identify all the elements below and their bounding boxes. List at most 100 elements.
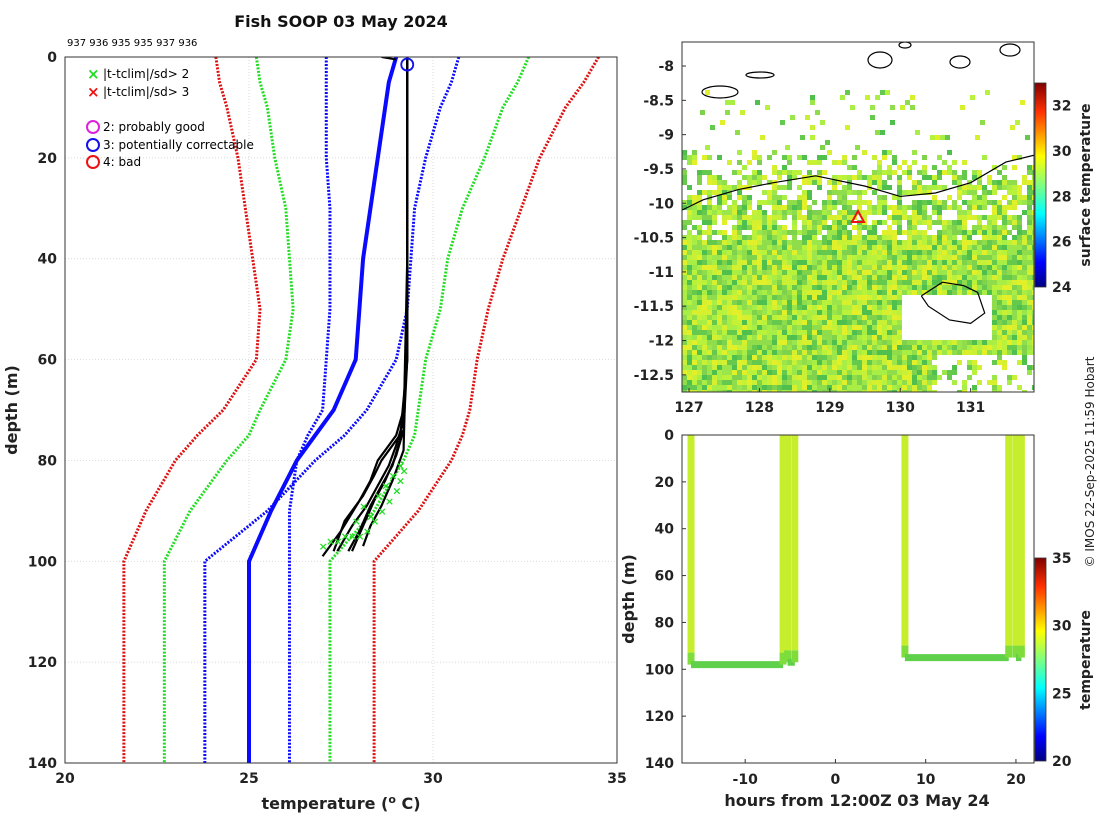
sst-cell <box>762 220 767 225</box>
sst-cell <box>827 380 832 385</box>
sst-cell <box>762 360 767 365</box>
sst-cell <box>747 330 752 335</box>
sst-cell <box>802 270 807 275</box>
sst-cell <box>992 360 997 365</box>
sst-cell <box>917 280 922 285</box>
sst-cell <box>877 165 882 170</box>
sst-cell <box>762 385 767 390</box>
sst-cell <box>757 310 762 315</box>
sst-cell <box>842 190 847 195</box>
sst-cell <box>857 345 862 350</box>
sst-cell <box>987 275 992 280</box>
sst-cell <box>937 350 942 355</box>
sst-cell <box>977 380 982 385</box>
sst-cell <box>982 185 987 190</box>
sst-cell <box>717 385 722 390</box>
sst-cell <box>722 180 727 185</box>
sst-cell <box>682 325 687 330</box>
sst-cell <box>922 165 927 170</box>
flag-2sd-point: × <box>396 459 405 472</box>
sst-cell <box>1032 235 1034 240</box>
sst-cell <box>932 290 937 295</box>
sst-cell <box>927 260 932 265</box>
sst-cell <box>957 190 962 195</box>
sst-cell <box>787 180 792 185</box>
sst-cell <box>727 255 732 260</box>
sst-cell <box>962 160 967 165</box>
sst-cell <box>842 235 847 240</box>
ts-x-tick-label: 0 <box>831 772 841 788</box>
sst-cell <box>697 340 702 345</box>
sst-cell <box>1027 265 1032 270</box>
sst-cell <box>757 280 762 285</box>
sst-cell <box>707 335 712 340</box>
sst-cell <box>1007 215 1012 220</box>
sst-cell <box>927 190 932 195</box>
sst-cell <box>792 300 797 305</box>
sst-cell <box>737 350 742 355</box>
sst-cell <box>877 370 882 375</box>
sst-cell <box>757 335 762 340</box>
sst-cell <box>697 375 702 380</box>
sst-cell <box>757 155 762 160</box>
sst-cell <box>747 360 752 365</box>
sst-cell <box>762 315 767 320</box>
sst-cell <box>872 225 877 230</box>
sst-cell <box>887 240 892 245</box>
sst-cell <box>762 190 767 195</box>
sst-cell <box>702 210 707 215</box>
sst-cell <box>782 255 787 260</box>
sst-cell <box>992 345 997 350</box>
sst-cell <box>762 330 767 335</box>
map-y-tick-label: -9.5 <box>643 162 674 178</box>
sst-cell <box>1027 215 1032 220</box>
sst-cell <box>897 255 902 260</box>
sst-cell <box>897 290 902 295</box>
sst-cell <box>732 285 737 290</box>
sst-cell <box>807 355 812 360</box>
sst-cell <box>972 225 977 230</box>
sst-cell <box>687 385 692 390</box>
sst-cell <box>872 385 877 390</box>
sst-cell <box>807 320 812 325</box>
sst-cell <box>777 195 782 200</box>
sst-cell <box>967 280 972 285</box>
sst-cell <box>867 280 872 285</box>
sst-cell <box>882 300 887 305</box>
sst-cell <box>812 230 817 235</box>
sst-cell <box>782 275 787 280</box>
sst-cell <box>792 390 797 392</box>
sst-cell <box>952 170 957 175</box>
sst-cell <box>1022 255 1027 260</box>
sst-cell <box>902 250 907 255</box>
sst-cell <box>765 105 770 110</box>
sst-cell <box>747 235 752 240</box>
sst-cell <box>1027 230 1032 235</box>
sst-cell <box>997 360 1002 365</box>
sst-cell <box>902 360 907 365</box>
sst-cell <box>772 150 777 155</box>
sst-cell <box>972 195 977 200</box>
sst-cell <box>1027 180 1032 185</box>
sst-cell <box>697 320 702 325</box>
sst-cell <box>732 225 737 230</box>
sst-cell <box>837 240 842 245</box>
sst-cell <box>762 280 767 285</box>
sst-cell <box>802 320 807 325</box>
sst-cell <box>952 245 957 250</box>
sst-cell <box>692 200 697 205</box>
sst-cell <box>867 380 872 385</box>
sst-cell <box>837 270 842 275</box>
sst-cell <box>992 235 997 240</box>
sst-cell <box>847 255 852 260</box>
sst-cell <box>942 370 947 375</box>
sst-cell <box>872 175 877 180</box>
timeseries-colorbar-label: temperature <box>1078 610 1094 710</box>
sst-cell <box>1012 200 1017 205</box>
sst-cell <box>917 220 922 225</box>
sst-cell <box>957 340 962 345</box>
sst-cell <box>902 365 907 370</box>
sst-cell <box>1017 190 1022 195</box>
sst-cell <box>757 220 762 225</box>
sst-cell <box>717 345 722 350</box>
